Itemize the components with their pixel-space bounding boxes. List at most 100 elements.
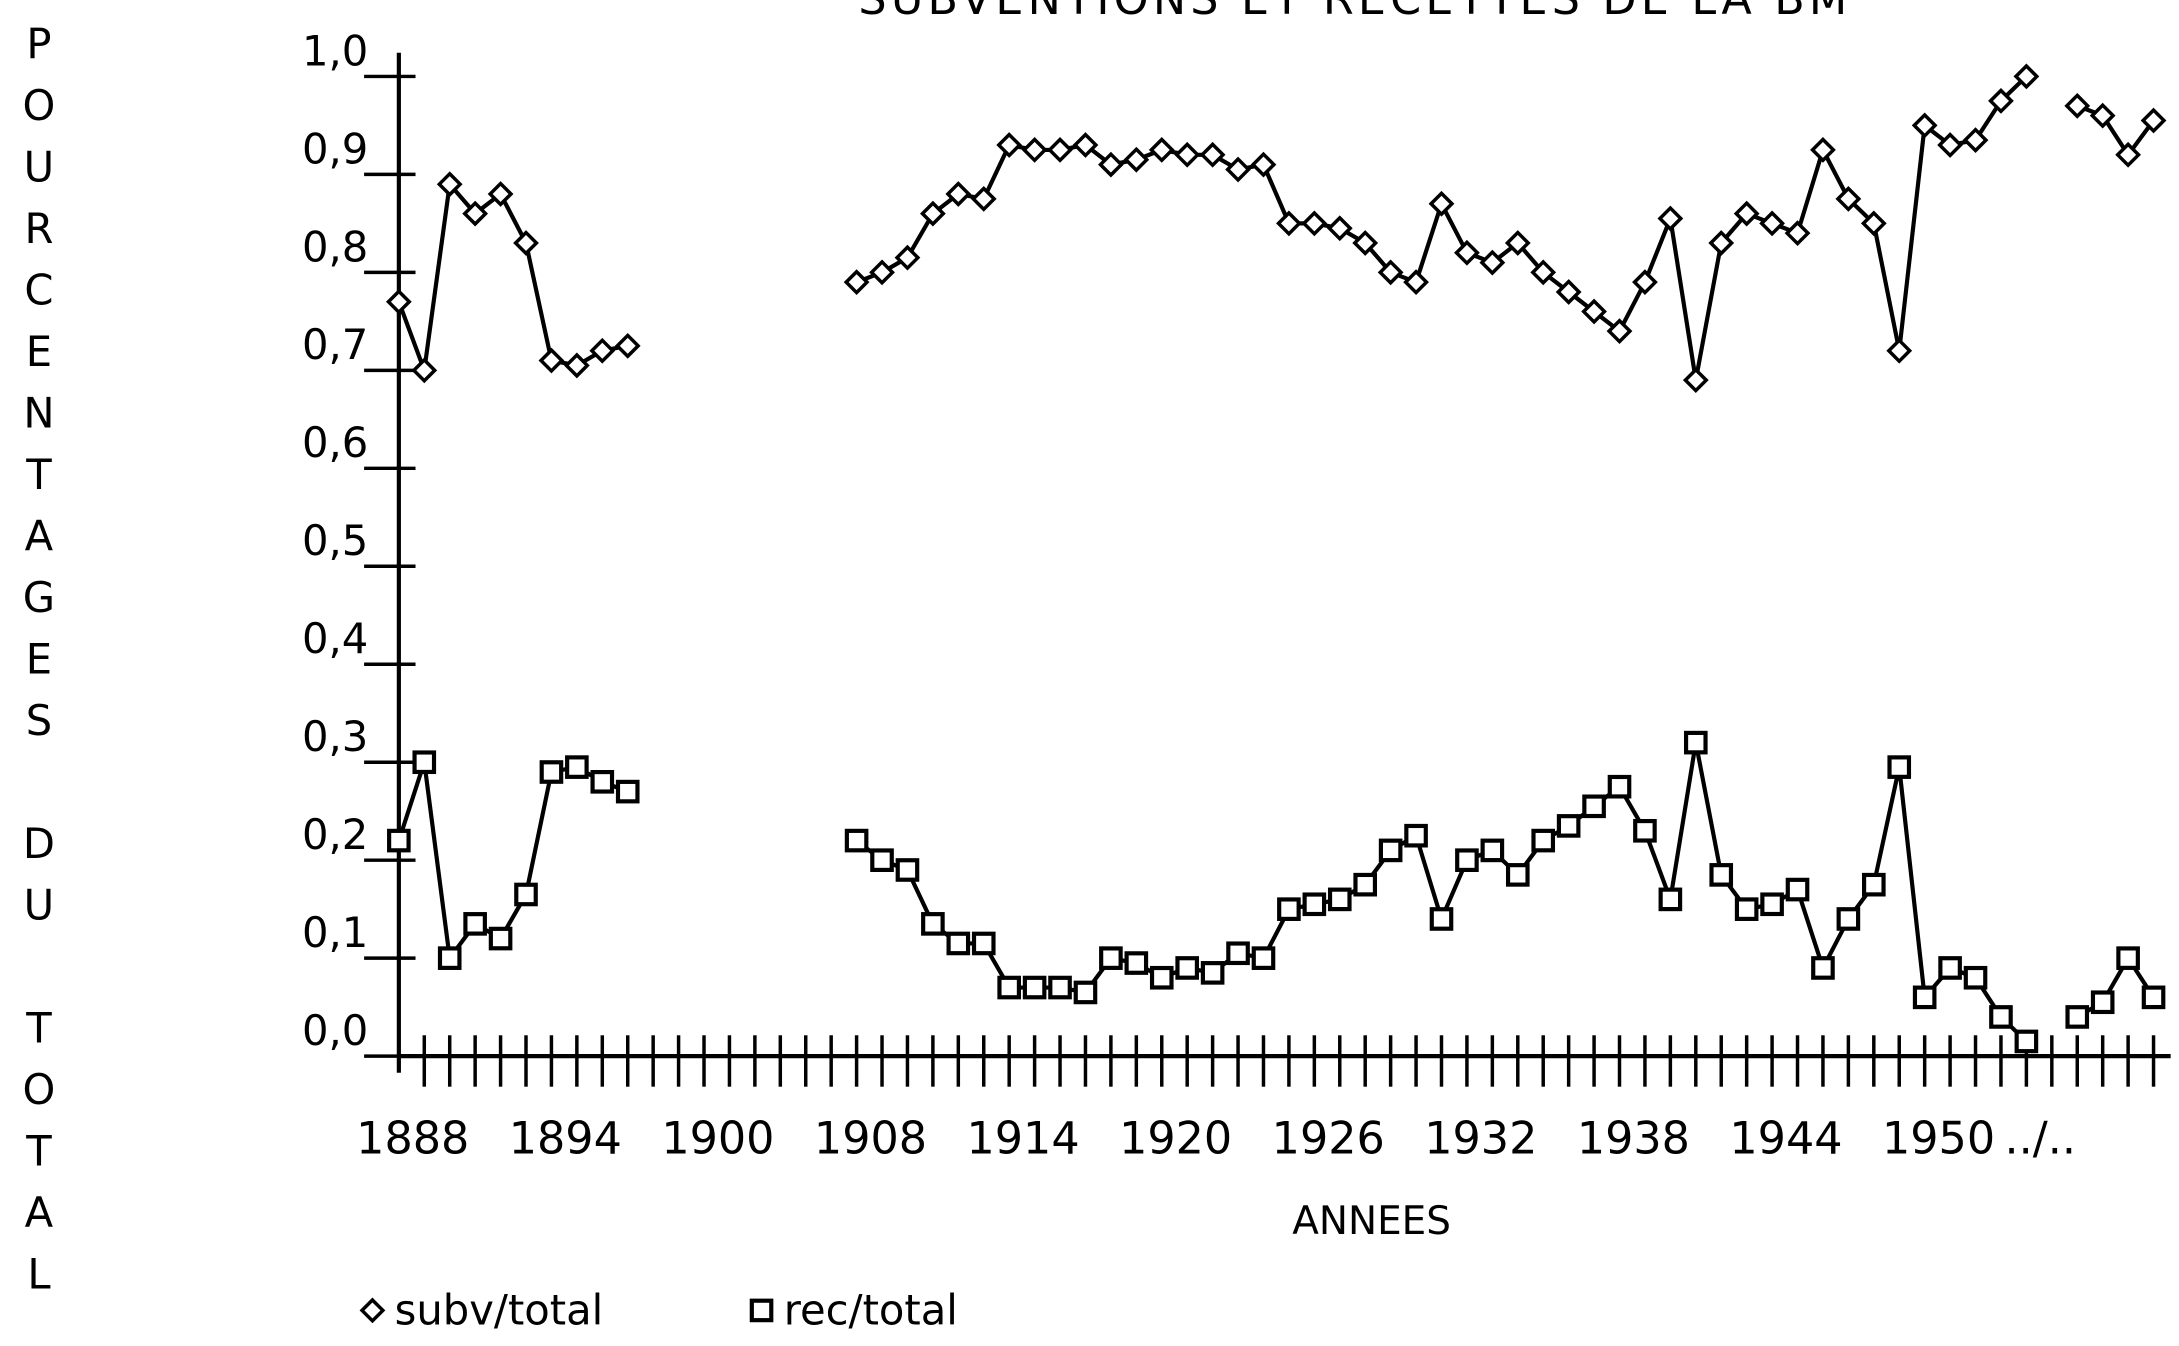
data-point [2089, 102, 2116, 129]
data-point [2141, 985, 2166, 1010]
x-tick-label: 1944 [1729, 1113, 1842, 1164]
data-point [2140, 107, 2167, 134]
data-point [1963, 965, 1988, 990]
data-point [1226, 941, 1250, 966]
data-point [1988, 88, 2014, 114]
data-point [1225, 156, 1251, 183]
data-point [1683, 730, 1708, 755]
y-tick-label: 0,0 [302, 1006, 368, 1055]
data-point [1505, 863, 1530, 887]
y-tick-label: 0,1 [302, 908, 368, 957]
data-point [2090, 990, 2115, 1015]
data-point [1073, 980, 1098, 1005]
data-point [1938, 956, 1962, 980]
data-point [1099, 946, 1123, 970]
data-point [1759, 210, 1785, 237]
legend-label: rec/total [784, 1285, 958, 1334]
data-point [869, 259, 895, 286]
data-point [615, 779, 640, 804]
data-point [997, 975, 1021, 1000]
y-tick-label: 0,8 [302, 222, 368, 271]
y-tick-label: 0,9 [302, 124, 368, 173]
data-point [513, 230, 539, 256]
data-point [1531, 828, 1556, 853]
data-point [1733, 200, 1760, 227]
data-point [1708, 230, 1735, 256]
data-point [920, 200, 946, 227]
data-point [1174, 141, 1201, 168]
data-point [1378, 838, 1403, 863]
data-point [1124, 951, 1149, 975]
data-point [946, 931, 971, 956]
data-point [1582, 794, 1606, 819]
data-point [2013, 63, 2040, 90]
data-point [1072, 132, 1099, 158]
data-point [1428, 190, 1455, 217]
data-point [1912, 985, 1937, 1010]
data-point [1607, 774, 1632, 799]
data-point [1810, 137, 1836, 163]
data-point [1530, 259, 1557, 286]
y-tick-label: 1,0 [302, 26, 368, 75]
data-point [1785, 877, 1810, 902]
data-point [1199, 141, 1226, 168]
data-point [563, 352, 590, 379]
data-point [1327, 887, 1352, 912]
data-point [463, 912, 487, 936]
data-point [2064, 92, 2091, 119]
data-point [539, 760, 564, 784]
data-point [1047, 137, 1073, 163]
data-point [1250, 151, 1277, 178]
data-point [565, 755, 589, 779]
y-tick-label: 0,7 [302, 320, 368, 369]
data-point [1175, 956, 1200, 980]
data-point [1734, 897, 1759, 921]
data-point [514, 882, 538, 907]
data-point [1962, 127, 1989, 153]
x-tick-label: 1938 [1577, 1113, 1690, 1164]
data-point [411, 357, 438, 384]
data-point [1480, 838, 1505, 863]
data-point [2014, 1029, 2039, 1054]
data-point [1022, 975, 1047, 1000]
data-point [843, 269, 870, 296]
data-point [387, 828, 411, 853]
y-tick-label: 0,5 [302, 516, 368, 565]
data-point [1353, 872, 1378, 897]
data-point [870, 848, 894, 872]
data-point [971, 931, 996, 956]
data-point [1989, 1005, 2013, 1029]
data-point [895, 858, 920, 882]
x-tick-label: 1894 [509, 1113, 622, 1164]
data-point [437, 946, 462, 970]
y-tick-label: 0,2 [302, 810, 368, 859]
data-point [1454, 239, 1480, 266]
data-point [1403, 269, 1429, 296]
data-point [1149, 965, 1174, 990]
data-point [1811, 956, 1835, 980]
data-point [2116, 946, 2140, 970]
data-point [462, 200, 489, 227]
data-point [970, 186, 997, 212]
y-tick-label: 0,3 [302, 712, 368, 761]
data-point [2115, 141, 2141, 168]
x-tick-label: 1932 [1424, 1113, 1537, 1164]
x-tick-label: 1926 [1272, 1113, 1385, 1164]
data-point [1276, 210, 1302, 237]
data-point [436, 171, 463, 198]
data-point [1657, 205, 1684, 232]
data-point [996, 132, 1023, 158]
chart-title: SUBVENTIONS ET RECETTES DE LA BM [858, 0, 1851, 25]
data-point [1301, 210, 1328, 237]
data-point [1682, 367, 1709, 394]
legend-marker [359, 1297, 386, 1324]
data-point [1326, 215, 1353, 242]
data-point [487, 181, 514, 207]
data-point [1251, 946, 1276, 970]
data-point [844, 828, 869, 853]
data-point [1632, 269, 1658, 296]
data-point [1352, 230, 1379, 256]
data-point [488, 926, 513, 951]
